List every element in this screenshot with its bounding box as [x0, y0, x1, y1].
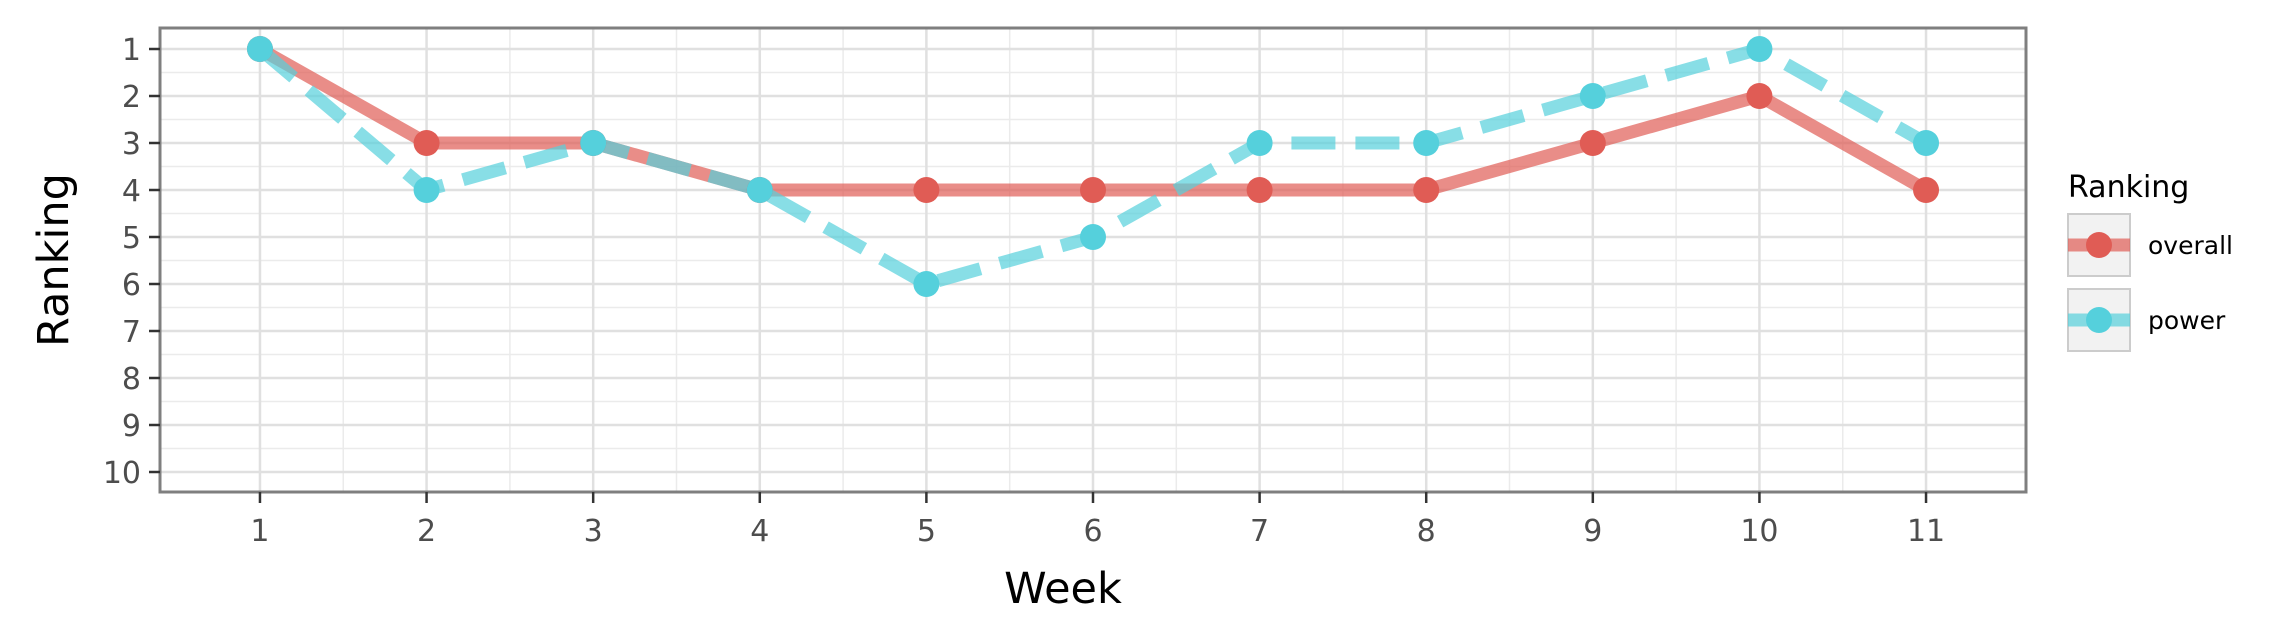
overall-data-point	[1080, 177, 1106, 203]
x-tick-label: 8	[1417, 514, 1436, 549]
power-data-point	[580, 130, 607, 156]
x-tick-label: 11	[1907, 514, 1945, 549]
axis-ticks: 1 2 3 4 5 6 7 8 9 10 1 2 3 4 5 6 7 8 9 10 11	[103, 33, 1945, 549]
legend: Ranking overall power	[2067, 170, 2233, 352]
grid-lines	[160, 28, 2026, 492]
x-tick-label: 7	[1250, 514, 1269, 549]
x-tick-label: 4	[750, 514, 769, 549]
x-tick-label: 10	[1740, 514, 1778, 549]
y-tick-label: 5	[122, 221, 141, 256]
y-tick-label: 8	[122, 362, 141, 397]
x-tick-label: 6	[1083, 514, 1102, 549]
overall-data-point	[913, 177, 940, 203]
power-data-point	[413, 177, 440, 203]
y-tick-label: 1	[122, 33, 141, 68]
y-tick-label: 6	[122, 268, 141, 303]
x-axis-title: Week	[1004, 564, 1122, 614]
overall-legend-point	[2086, 232, 2112, 258]
y-tick-label: 7	[122, 315, 141, 350]
power-data-point	[1913, 130, 1940, 156]
overall-data-point	[1746, 83, 1773, 109]
power-data-point	[1579, 83, 1606, 109]
overall-data-point	[1413, 177, 1440, 203]
y-tick-label: 3	[122, 127, 141, 162]
power-data-point	[913, 271, 940, 297]
y-tick-label: 9	[122, 409, 141, 444]
power-data-point	[246, 36, 273, 62]
power-data-point	[1413, 130, 1440, 156]
y-tick-label: 10	[103, 456, 141, 491]
x-tick-label: 1	[250, 514, 269, 549]
x-tick-label: 2	[417, 514, 436, 549]
overall-legend-label: overall	[2148, 231, 2233, 260]
overall-data-point	[1246, 177, 1273, 203]
overall-data-point	[1913, 177, 1940, 203]
y-tick-label: 4	[122, 174, 141, 209]
power-data-point	[1080, 224, 1106, 250]
power-data-point	[746, 177, 773, 203]
x-tick-label: 3	[584, 514, 603, 549]
power-legend-label: power	[2148, 306, 2226, 335]
power-legend-point	[2086, 307, 2112, 333]
x-tick-label: 5	[917, 514, 936, 549]
power-data-point	[1746, 36, 1773, 62]
y-tick-label: 2	[122, 80, 141, 115]
overall-data-point	[1579, 130, 1606, 156]
x-tick-label: 9	[1583, 514, 1602, 549]
series-points	[246, 36, 1940, 297]
legend-title: Ranking	[2068, 170, 2189, 205]
power-data-point	[1246, 130, 1273, 156]
y-axis-title: Ranking	[29, 173, 79, 347]
overall-data-point	[413, 130, 440, 156]
